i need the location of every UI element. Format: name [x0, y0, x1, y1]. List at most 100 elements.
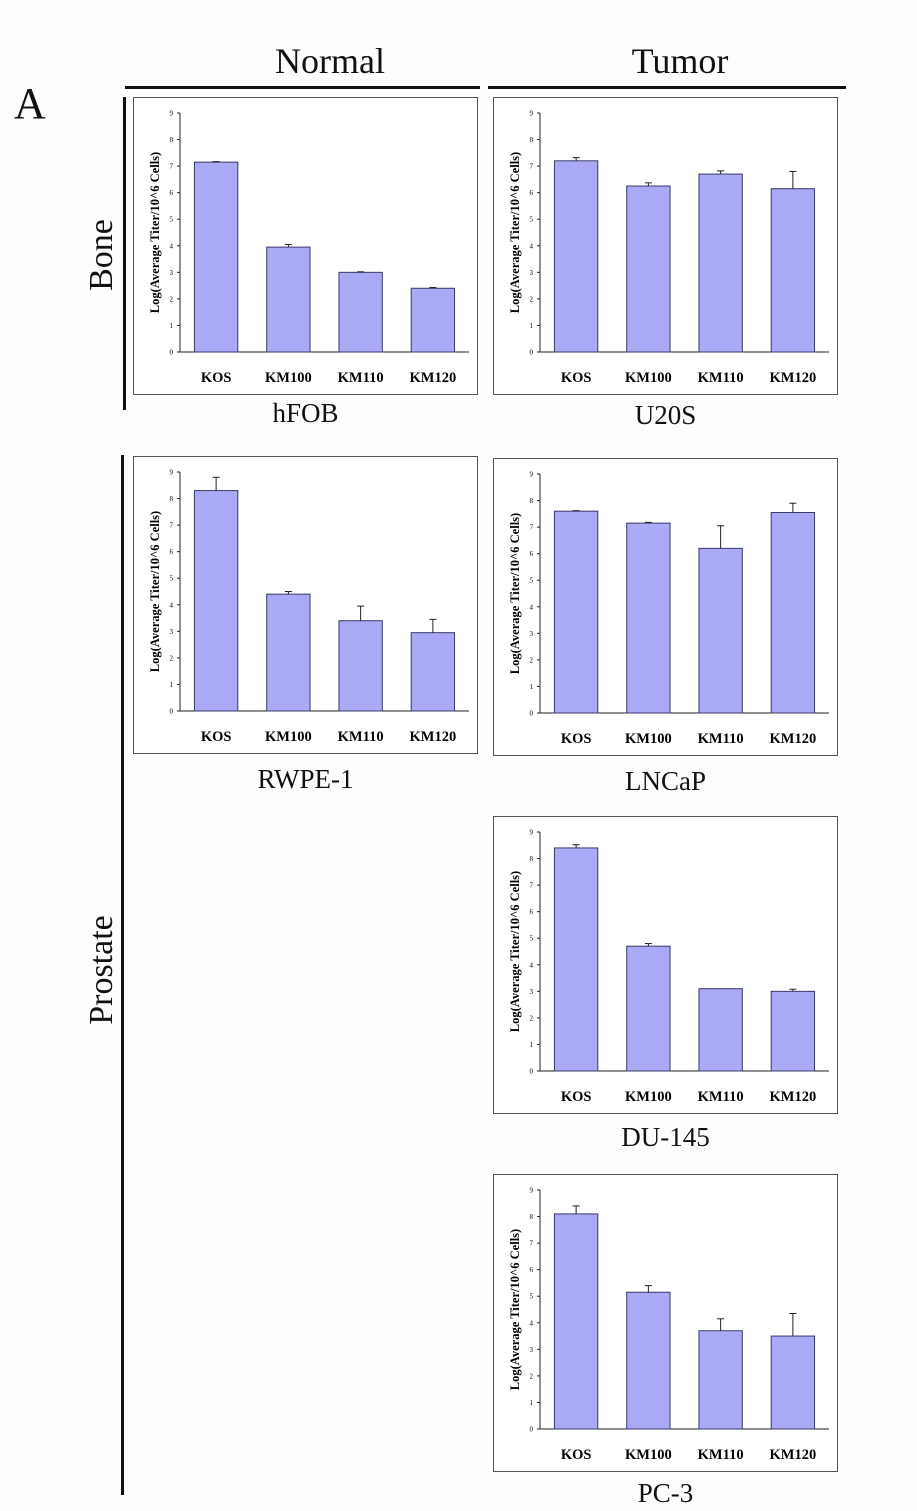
figure-panel-letter: A: [14, 79, 46, 128]
bar-km110: [338, 271, 383, 353]
y-tick-label: 0: [170, 349, 174, 357]
y-tick-label: 3: [170, 269, 174, 277]
y-tick-label: 7: [530, 524, 534, 532]
row-rule-bone: [123, 97, 126, 410]
x-tick-label: KM110: [698, 1447, 744, 1463]
y-tick-label: 1: [530, 322, 534, 330]
row-rule-prostate: [121, 455, 124, 1495]
x-tick-label: KOS: [201, 370, 232, 386]
y-tick-label: 0: [530, 1068, 534, 1076]
chart-u20s: 0 1 2 3 4 5 6 7 8 9 Log(Average Titer/10^6 Cells) K…: [493, 97, 838, 395]
y-tick-label: 9: [530, 110, 534, 118]
y-tick-label: 5: [530, 577, 534, 585]
bar-km120: [770, 990, 816, 1072]
bar-km110: [338, 620, 383, 712]
x-tick-label: KM100: [625, 1089, 672, 1105]
x-tick-label: KM100: [265, 370, 312, 386]
y-tick-label: 8: [530, 855, 534, 863]
y-tick-label: 6: [170, 548, 174, 556]
y-tick-label: 0: [530, 349, 534, 357]
y-tick-label: 8: [170, 495, 174, 503]
row-label-prostate: Prostate: [83, 915, 120, 1025]
column-header-normal: Normal: [275, 41, 385, 81]
y-tick-label: 2: [530, 295, 534, 303]
column-rule-normal: [125, 86, 480, 89]
y-tick-label: 9: [530, 1187, 534, 1195]
x-tick-label: KM100: [625, 1447, 672, 1463]
y-tick-label: 3: [530, 269, 534, 277]
y-tick-label: 4: [530, 242, 534, 250]
x-tick-label: KM110: [698, 1089, 744, 1105]
bar-km110: [698, 988, 743, 1072]
y-tick-label: 7: [530, 882, 534, 890]
x-tick-label: KM110: [338, 370, 384, 386]
y-tick-label: 3: [530, 630, 534, 638]
chart-rwpe-1: 0 1 2 3 4 5 6 7 8 9 Log(Average Titer/10^6 Cells) K…: [133, 456, 478, 754]
cell-line-label-du-145: DU-145: [621, 1122, 710, 1152]
y-tick-label: 4: [530, 1319, 534, 1327]
bar-kos: [193, 161, 239, 353]
y-tick-label: 7: [530, 1240, 534, 1248]
y-tick-label: 5: [170, 216, 174, 224]
y-tick-label: 4: [170, 601, 174, 609]
x-tick-label: KM100: [625, 731, 672, 747]
y-tick-label: 8: [530, 497, 534, 505]
bar-km100: [266, 246, 311, 353]
x-tick-label: KOS: [561, 1447, 592, 1463]
cell-line-label-u20s: U20S: [634, 400, 697, 430]
y-tick-label: 5: [530, 216, 534, 224]
y-tick-label: 8: [170, 136, 174, 144]
row-label-bone: Bone: [83, 219, 120, 291]
x-tick-label: KM120: [770, 1447, 817, 1463]
x-tick-label: KOS: [561, 370, 592, 386]
y-tick-label: 9: [170, 469, 174, 477]
y-tick-label: 2: [530, 1372, 534, 1380]
y-tick-label: 0: [530, 710, 534, 718]
bar-kos: [553, 847, 599, 1072]
bar-km100: [626, 1291, 671, 1430]
y-tick-label: 2: [170, 654, 174, 662]
y-tick-label: 1: [530, 683, 534, 691]
x-tick-label: KOS: [561, 1089, 592, 1105]
chart-hfob: 0 1 2 3 4 5 6 7 8 9 Log(Average Titer/10^6 Cells) K…: [133, 97, 478, 395]
y-tick-label: 7: [530, 163, 534, 171]
chart-pc-3: 0 1 2 3 4 5 6 7 8 9 Log(Average Titer/10^6 Cells) K…: [493, 1174, 838, 1472]
bar-kos: [553, 1213, 599, 1430]
y-axis-label: Log(Average Titer/10^6 Cells): [508, 1229, 522, 1390]
y-tick-label: 6: [170, 189, 174, 197]
y-tick-label: 9: [170, 110, 174, 118]
bar-km100: [626, 522, 671, 714]
y-tick-label: 7: [170, 163, 174, 171]
y-axis-label: Log(Average Titer/10^6 Cells): [148, 511, 162, 672]
y-tick-label: 4: [530, 961, 534, 969]
bar-km110: [698, 173, 743, 353]
y-axis-label: Log(Average Titer/10^6 Cells): [508, 513, 522, 674]
bar-kos: [553, 160, 599, 353]
x-tick-label: KM110: [698, 370, 744, 386]
y-tick-label: 4: [170, 242, 174, 250]
bar-km120: [770, 188, 816, 353]
bar-km120: [770, 1335, 816, 1430]
y-tick-label: 8: [530, 136, 534, 144]
x-tick-label: KM120: [410, 370, 457, 386]
y-tick-label: 1: [530, 1399, 534, 1407]
x-tick-label: KOS: [561, 731, 592, 747]
y-tick-label: 6: [530, 550, 534, 558]
chart-du-145: 0 1 2 3 4 5 6 7 8 9 Log(Average Titer/10^6 Cells) K…: [493, 816, 838, 1114]
bar-kos: [193, 490, 239, 712]
bar-km100: [626, 945, 671, 1072]
y-tick-label: 8: [530, 1213, 534, 1221]
y-tick-label: 6: [530, 908, 534, 916]
x-tick-label: KM110: [698, 731, 744, 747]
cell-line-label-rwpe-1: RWPE-1: [257, 764, 354, 794]
y-tick-label: 3: [170, 628, 174, 636]
cell-line-label-lncap: LNCaP: [625, 766, 706, 796]
y-tick-label: 0: [170, 708, 174, 716]
cell-line-label-pc-3: PC-3: [637, 1478, 694, 1508]
x-tick-label: KM110: [338, 729, 384, 745]
x-tick-label: KM100: [625, 370, 672, 386]
bar-km110: [698, 547, 743, 714]
y-axis-label: Log(Average Titer/10^6 Cells): [148, 152, 162, 313]
y-tick-label: 3: [530, 988, 534, 996]
column-rule-tumor: [488, 86, 846, 89]
